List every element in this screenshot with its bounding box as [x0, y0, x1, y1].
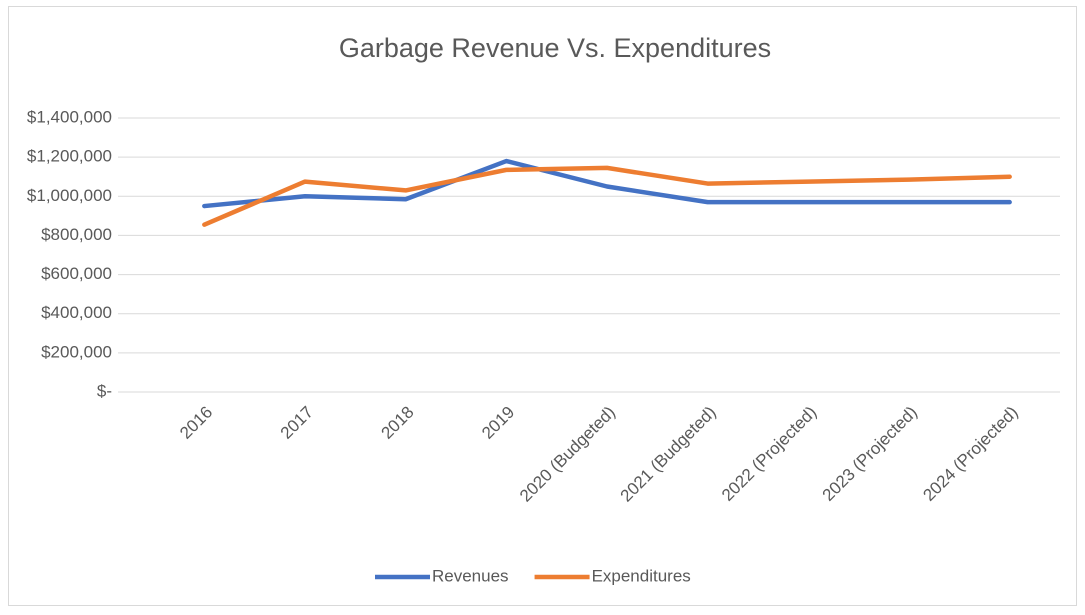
legend-label: Revenues — [432, 566, 509, 585]
y-tick-label: $600,000 — [41, 264, 112, 283]
chart-frame — [8, 6, 1077, 606]
y-tick-label: $400,000 — [41, 303, 112, 322]
series-line — [202, 165, 1012, 227]
y-tick-label: $- — [97, 381, 112, 400]
series-line — [202, 158, 1012, 209]
y-tick-label: $1,000,000 — [27, 186, 112, 205]
y-tick-label: $200,000 — [41, 342, 112, 361]
y-tick-label: $1,200,000 — [27, 147, 112, 166]
legend-label: Expenditures — [592, 566, 691, 585]
y-tick-label: $1,400,000 — [27, 107, 112, 126]
chart-title: Garbage Revenue Vs. Expenditures — [339, 33, 771, 63]
y-tick-label: $800,000 — [41, 225, 112, 244]
